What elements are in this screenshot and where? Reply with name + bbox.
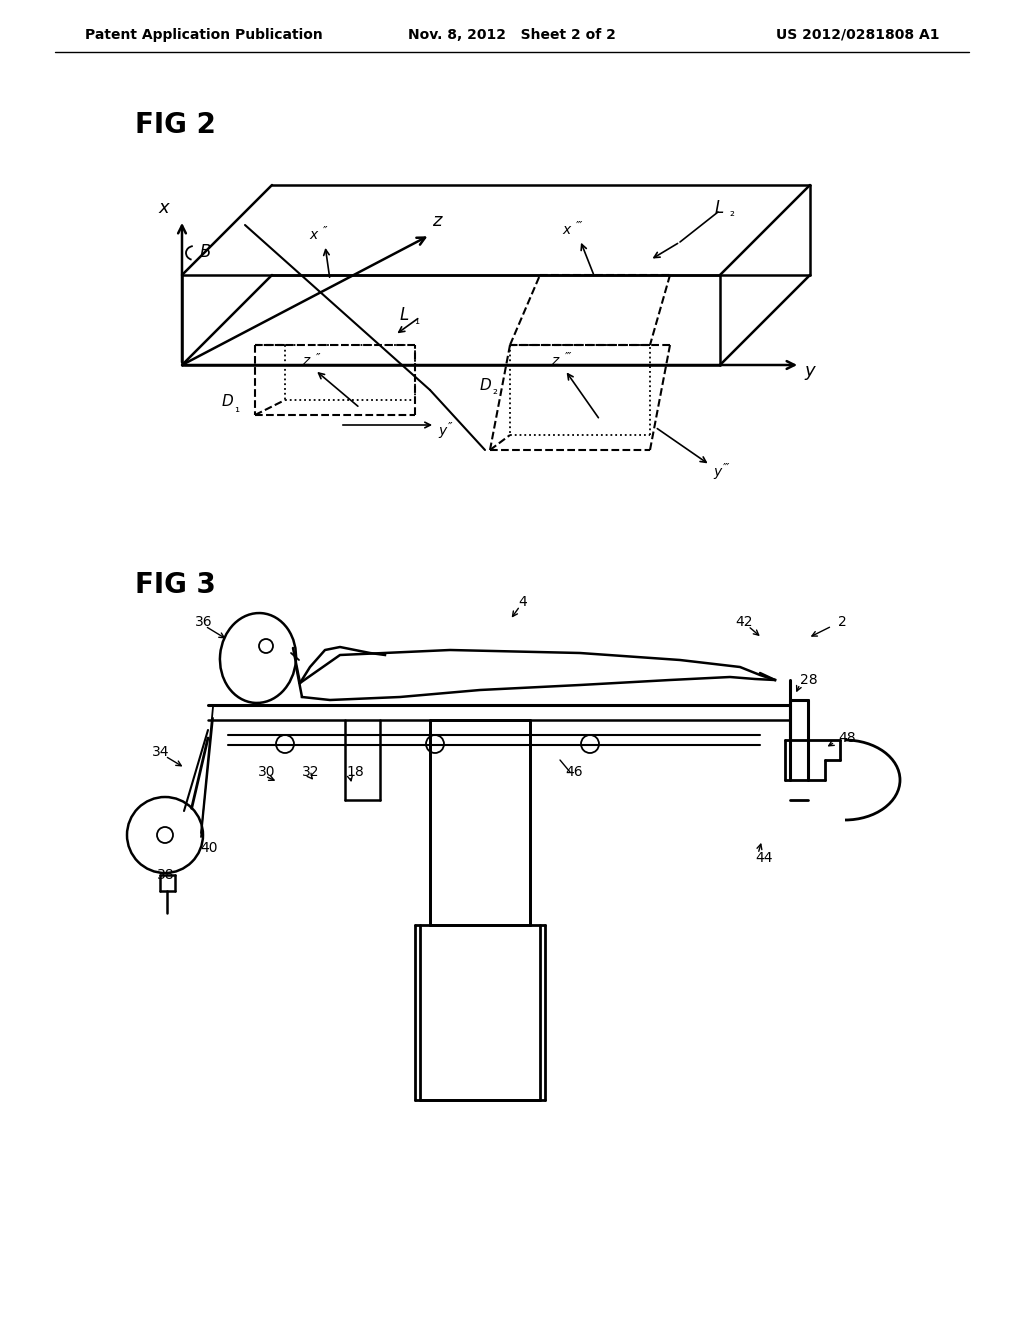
Text: ″: ″ xyxy=(323,224,328,238)
Text: Patent Application Publication: Patent Application Publication xyxy=(85,28,323,42)
Text: 18: 18 xyxy=(346,766,364,779)
Text: z: z xyxy=(551,354,559,368)
Text: ‴: ‴ xyxy=(565,351,571,364)
Text: 48: 48 xyxy=(838,731,856,744)
Text: 28: 28 xyxy=(800,673,817,686)
Text: ₂: ₂ xyxy=(729,206,734,219)
Text: y: y xyxy=(438,424,446,438)
Text: 36: 36 xyxy=(195,615,213,630)
Text: ‴: ‴ xyxy=(723,462,729,474)
Text: y: y xyxy=(713,465,721,479)
Text: 46: 46 xyxy=(565,766,583,779)
Text: x: x xyxy=(159,199,169,216)
Text: ₁: ₁ xyxy=(234,401,239,414)
Text: 42: 42 xyxy=(735,615,753,630)
Text: L: L xyxy=(715,199,724,216)
Text: 32: 32 xyxy=(302,766,319,779)
Text: L: L xyxy=(400,306,410,323)
Text: ₂: ₂ xyxy=(492,384,497,397)
Text: ″: ″ xyxy=(316,352,321,366)
Text: FIG 2: FIG 2 xyxy=(135,111,216,139)
Text: 2: 2 xyxy=(838,615,847,630)
Text: y: y xyxy=(804,362,815,380)
Text: US 2012/0281808 A1: US 2012/0281808 A1 xyxy=(776,28,940,42)
Text: FIG 3: FIG 3 xyxy=(135,572,216,599)
Text: z: z xyxy=(432,213,441,230)
Text: 38: 38 xyxy=(157,869,175,882)
Text: 44: 44 xyxy=(755,851,772,865)
Text: x: x xyxy=(309,228,317,242)
Text: B: B xyxy=(200,243,211,261)
Text: 4: 4 xyxy=(518,595,526,609)
Text: ″: ″ xyxy=(449,421,453,433)
Text: x: x xyxy=(562,223,570,238)
Text: 34: 34 xyxy=(152,744,170,759)
Text: ₁: ₁ xyxy=(414,314,419,326)
Text: 30: 30 xyxy=(258,766,275,779)
Text: z: z xyxy=(302,354,309,368)
Text: D: D xyxy=(480,378,492,392)
Text: ‴: ‴ xyxy=(575,220,583,234)
Text: D: D xyxy=(222,395,233,409)
Text: Nov. 8, 2012   Sheet 2 of 2: Nov. 8, 2012 Sheet 2 of 2 xyxy=(408,28,616,42)
Text: 40: 40 xyxy=(200,841,217,855)
